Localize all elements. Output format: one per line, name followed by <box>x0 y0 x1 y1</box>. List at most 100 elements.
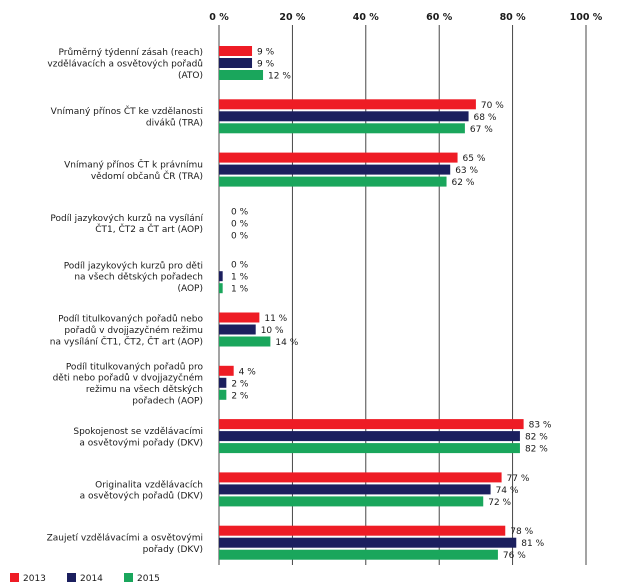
bar-2014 <box>219 431 520 442</box>
category-label-line: Průměrný týdenní zásah (reach) <box>58 47 203 58</box>
bar-2014 <box>219 58 253 68</box>
category-label: Vnímaný přínos ČT ke vzdělanosti diváků (… <box>51 105 203 128</box>
value-labels: 9 % 9 % 12 % 70 % 68 % 67 % 65 % 63 % 62 % 0 % 0 %… <box>231 48 552 562</box>
value-label: 1 % <box>231 273 249 283</box>
value-label: 2 % <box>231 391 249 401</box>
value-label: 14 % <box>275 338 298 348</box>
bar-2013 <box>219 46 253 56</box>
value-label: 9 % <box>257 60 275 70</box>
category-label: Průměrný týdenní zásah (reach) vzdělávací… <box>47 47 203 81</box>
category-label-line: Podíl titulkovaných pořadů pro <box>66 361 204 372</box>
x-tick-label: 0 % <box>209 12 229 23</box>
category-label: Podíl jazykových kurzů pro děti na všech … <box>64 260 203 294</box>
bar-2014 <box>219 377 227 388</box>
bar-2015 <box>219 443 520 454</box>
value-label: 1 % <box>231 285 249 295</box>
bar-2015 <box>219 283 223 294</box>
value-label: 10 % <box>261 326 284 336</box>
value-label: 82 % <box>525 433 548 443</box>
x-tick-label: 100 % <box>570 12 603 23</box>
category-label-line: ČT1, ČT2 a ČT art (AOP) <box>95 223 203 235</box>
bar-2013 <box>219 525 506 536</box>
bars <box>219 46 524 560</box>
bar-2013 <box>219 419 524 430</box>
value-label: 77 % <box>507 474 530 484</box>
category-label-line: Zaujetí vzdělávacími a osvětovými <box>47 534 203 544</box>
bar-2013 <box>219 99 476 110</box>
bar-2015 <box>219 389 227 400</box>
value-label: 12 % <box>268 72 291 82</box>
category-label: Podíl jazykových kurzů na vysílání ČT1, Č… <box>50 213 203 235</box>
category-label-line: vědomí občanů ČR (TRA) <box>91 170 203 182</box>
x-tick-label: 40 % <box>353 12 380 23</box>
value-label: 76 % <box>503 551 526 561</box>
x-tick-label: 60 % <box>426 12 453 23</box>
value-label: 11 % <box>264 314 287 324</box>
category-label: Podíl titulkovaných pořadů nebo pořadů v … <box>50 314 204 348</box>
category-label-line: na všech dětských pořadech <box>74 272 203 283</box>
category-label-line: režimu na všech dětských <box>86 384 203 395</box>
category-label-line: Vnímaný přínos ČT k právnímu <box>64 158 203 170</box>
value-label: 2 % <box>231 379 249 389</box>
category-label: Podíl titulkovaných pořadů pro děti nebo … <box>53 361 204 406</box>
bar-2015 <box>219 176 447 187</box>
category-label: Originalita vzdělávacích a osvětových poř… <box>80 480 203 501</box>
value-label: 9 % <box>257 48 275 58</box>
value-label: 63 % <box>455 166 478 176</box>
category-label-line: Vnímaný přínos ČT ke vzdělanosti <box>51 105 203 117</box>
category-label-line: a osvětových pořadů (DKV) <box>80 491 203 502</box>
value-label: 0 % <box>231 261 249 271</box>
value-label: 0 % <box>231 231 249 241</box>
value-label: 0 % <box>231 207 249 217</box>
bar-2015 <box>219 549 498 560</box>
legend-swatch-2015 <box>124 573 133 582</box>
bar-2014 <box>219 271 223 282</box>
category-label: Vnímaný přínos ČT k právnímu vědomí občan… <box>64 158 203 181</box>
value-label: 65 % <box>463 154 486 164</box>
category-label-line: pořady (DKV) <box>143 545 203 555</box>
category-label-line: na vysílání ČT1, ČT2, ČT art (AOP) <box>50 335 203 347</box>
category-label-line: pořadů v dvojjazyčném režimu <box>64 325 203 336</box>
bar-2013 <box>219 365 234 376</box>
value-label: 83 % <box>529 421 552 431</box>
value-label: 78 % <box>510 527 533 537</box>
value-label: 81 % <box>521 539 544 549</box>
bar-2013 <box>219 152 458 163</box>
category-label: Zaujetí vzdělávacími a osvětovými pořady … <box>47 534 203 555</box>
value-label: 62 % <box>452 178 475 188</box>
bar-2015 <box>219 496 484 507</box>
bar-2013 <box>219 472 502 483</box>
x-tick-label: 20 % <box>279 12 306 23</box>
value-label: 72 % <box>488 498 511 508</box>
bar-2014 <box>219 111 469 122</box>
bar-2014 <box>219 537 517 548</box>
legend-label: 2013 <box>23 574 46 584</box>
category-label-line: vzdělávacích a osvětových pořadů <box>47 59 203 70</box>
category-labels: Průměrný týdenní zásah (reach) vzdělávací… <box>47 47 204 555</box>
category-label-line: Originalita vzdělávacích <box>95 480 203 490</box>
value-label: 82 % <box>525 445 548 455</box>
x-tick-label: 80 % <box>500 12 527 23</box>
category-label: Spokojenost se vzdělávacími a osvětovými … <box>73 427 203 448</box>
category-label-line: (AOP) <box>177 284 203 294</box>
category-label-line: a osvětovými pořady (DKV) <box>79 438 203 448</box>
value-label: 4 % <box>239 367 257 377</box>
value-label: 68 % <box>474 113 497 123</box>
bar-2013 <box>219 312 260 323</box>
category-label-line: diváků (TRA) <box>146 117 203 128</box>
category-label-line: děti nebo pořadů v dvojjazyčném <box>53 373 203 384</box>
category-label-line: pořadech (AOP) <box>132 396 203 406</box>
value-label: 67 % <box>470 125 493 135</box>
value-label: 70 % <box>481 101 504 111</box>
category-label-line: (ATO) <box>178 71 203 81</box>
value-label: 0 % <box>231 219 249 229</box>
bar-2014 <box>219 164 451 175</box>
bar-2015 <box>219 336 271 347</box>
bar-2014 <box>219 484 491 495</box>
category-label-line: Podíl jazykových kurzů na vysílání <box>50 213 203 224</box>
legend-label: 2014 <box>80 574 103 584</box>
category-label-line: Podíl jazykových kurzů pro děti <box>64 260 203 271</box>
bar-2014 <box>219 324 256 335</box>
category-label-line: Podíl titulkovaných pořadů nebo <box>58 314 203 325</box>
